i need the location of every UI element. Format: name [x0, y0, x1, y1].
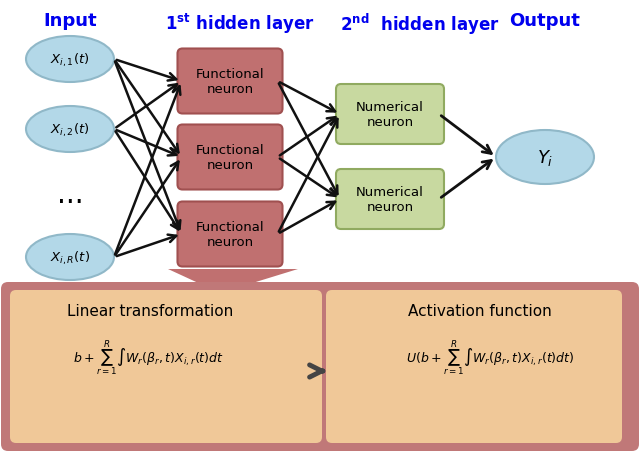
- Text: Input: Input: [43, 12, 97, 30]
- Ellipse shape: [26, 235, 114, 281]
- Text: $X_{i,1}(t)$: $X_{i,1}(t)$: [50, 51, 90, 69]
- Text: Output: Output: [509, 12, 580, 30]
- Text: $Y_i$: $Y_i$: [537, 147, 553, 168]
- Text: Linear transformation: Linear transformation: [67, 304, 233, 319]
- Ellipse shape: [26, 107, 114, 152]
- FancyBboxPatch shape: [336, 170, 444, 230]
- FancyBboxPatch shape: [10, 290, 322, 443]
- Text: $U(b+\sum_{r=1}^{R}\int W_r(\boldsymbol{\beta_r},t)X_{i,r}(t)dt)$: $U(b+\sum_{r=1}^{R}\int W_r(\boldsymbol{…: [406, 337, 574, 377]
- FancyBboxPatch shape: [177, 202, 282, 267]
- FancyBboxPatch shape: [177, 125, 282, 190]
- Text: $\mathregular{1^{st}}$ hidden layer: $\mathregular{1^{st}}$ hidden layer: [165, 12, 315, 36]
- FancyBboxPatch shape: [177, 50, 282, 114]
- Text: Functional
neuron: Functional neuron: [196, 221, 264, 249]
- Text: Numerical
neuron: Numerical neuron: [356, 186, 424, 213]
- FancyBboxPatch shape: [326, 290, 622, 443]
- Text: $b+\sum_{r=1}^{R}\int W_r(\boldsymbol{\beta_r},t)X_{i,r}(t)dt$: $b+\sum_{r=1}^{R}\int W_r(\boldsymbol{\b…: [72, 337, 223, 377]
- Text: Activation function: Activation function: [408, 304, 552, 319]
- Polygon shape: [168, 269, 298, 293]
- Text: Functional
neuron: Functional neuron: [196, 144, 264, 172]
- Text: $X_{i,2}(t)$: $X_{i,2}(t)$: [50, 121, 90, 138]
- FancyBboxPatch shape: [336, 85, 444, 145]
- Text: Functional
neuron: Functional neuron: [196, 68, 264, 96]
- Text: ...: ...: [57, 180, 83, 208]
- Ellipse shape: [26, 37, 114, 83]
- Text: Numerical
neuron: Numerical neuron: [356, 101, 424, 129]
- Text: $X_{i,R}(t)$: $X_{i,R}(t)$: [50, 249, 90, 266]
- Ellipse shape: [496, 131, 594, 184]
- Text: $\mathregular{2^{nd}}$  hidden layer: $\mathregular{2^{nd}}$ hidden layer: [340, 12, 500, 37]
- FancyBboxPatch shape: [1, 282, 639, 451]
